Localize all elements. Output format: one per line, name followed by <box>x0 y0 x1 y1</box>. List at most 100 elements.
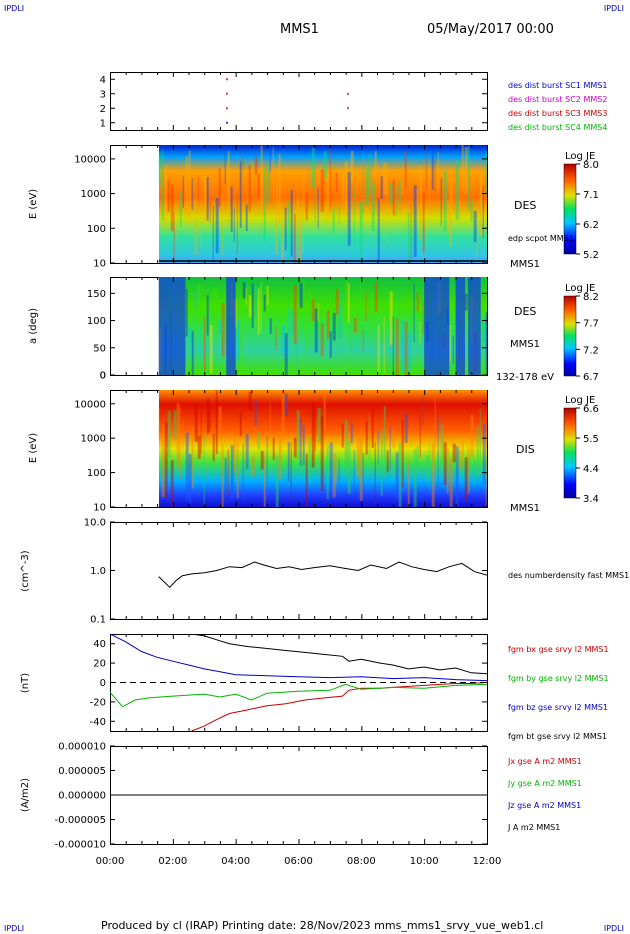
spectrogram-texture <box>407 213 410 263</box>
spectrogram-texture <box>263 168 266 242</box>
spectrogram-texture <box>437 416 439 490</box>
spectrogram-texture <box>227 449 229 497</box>
colorbar-tick-label: 4.4 <box>583 464 599 475</box>
corner-mark-bottom-right: IPDLI <box>603 924 624 933</box>
spectrogram-texture <box>326 445 329 500</box>
spectrogram-texture <box>413 185 417 257</box>
colorbar-tick-label: 6.7 <box>583 372 599 383</box>
spectrogram-texture <box>335 457 337 483</box>
colorbar-des-pitch-title: Log JE <box>565 283 595 294</box>
fgm-line <box>110 634 487 682</box>
spectrogram-texture <box>347 282 350 323</box>
spectrogram-texture <box>239 326 243 375</box>
spectrogram-texture <box>371 408 374 448</box>
spectrogram-texture <box>329 442 333 493</box>
spectrogram-texture <box>464 457 468 501</box>
spectrogram-texture <box>305 192 308 221</box>
dis-energy-spectrogram <box>159 390 487 507</box>
fgm-legend-entry: fgm by gse srvy l2 MMS1 <box>508 674 609 683</box>
spectrogram-texture <box>332 208 335 233</box>
spectrogram-texture <box>296 198 299 263</box>
spectrogram-texture <box>257 288 260 335</box>
spectrogram-texture <box>269 318 272 334</box>
spectrogram-texture <box>299 418 302 466</box>
y-tick-label: -0.000010 <box>55 840 106 851</box>
spectrogram-texture <box>251 456 255 477</box>
spectrogram-texture <box>419 166 422 240</box>
spectrogram-texture <box>335 289 339 315</box>
spectrogram-texture <box>281 209 284 263</box>
spectrogram-texture <box>431 151 434 190</box>
spectrogram-texture <box>344 161 348 217</box>
spectrogram-texture <box>458 198 460 221</box>
spectrogram-texture <box>227 151 230 228</box>
spectrogram-texture <box>233 208 235 242</box>
y-tick-label: 1000 <box>81 189 106 200</box>
spectrogram-texture <box>281 394 285 441</box>
spectrogram-texture <box>350 151 354 182</box>
spectrogram-texture <box>377 198 380 263</box>
spectrogram-texture <box>185 289 188 337</box>
spectrogram-texture <box>317 408 321 443</box>
spectrogram-texture <box>464 293 468 311</box>
spectrogram-texture <box>338 458 340 489</box>
spectrogram-texture <box>293 438 297 458</box>
colorbar-des-energy-title: Log JE <box>565 151 595 162</box>
spectrogram-texture <box>296 410 300 460</box>
spectrogram-texture <box>290 308 294 335</box>
spectrogram-texture <box>311 402 315 468</box>
spectrogram-texture <box>179 407 181 480</box>
density-line <box>158 561 487 589</box>
spectrogram-texture <box>191 330 194 375</box>
spectrogram-texture <box>347 440 351 494</box>
spectrogram-texture <box>194 198 197 255</box>
burst-marker <box>347 107 349 110</box>
spectrogram-texture <box>389 426 391 471</box>
y-tick-label: 1.0 <box>90 566 106 577</box>
spectrogram-texture <box>242 282 246 299</box>
spectrogram-texture <box>368 414 370 460</box>
spectrogram-texture <box>305 322 307 356</box>
spectrogram-texture <box>356 304 360 332</box>
time-tick-label: 12:00 <box>473 856 502 867</box>
spectrogram-texture <box>302 280 305 338</box>
spectrogram-texture <box>485 151 487 196</box>
spectrogram-texture <box>254 398 257 426</box>
spectrogram-texture <box>158 407 160 441</box>
spectrogram-texture <box>215 197 219 254</box>
spectrogram-texture <box>191 178 193 210</box>
y-tick-label: 10000 <box>74 154 106 165</box>
spectrogram-texture <box>341 292 343 309</box>
spectrogram-texture <box>380 306 383 341</box>
spectrogram-texture <box>179 192 182 227</box>
spectrogram-texture <box>251 283 254 329</box>
spectrogram-texture <box>359 283 361 338</box>
spectrogram-texture <box>182 419 184 450</box>
spectrogram-texture <box>197 283 201 324</box>
spectrogram-texture <box>482 185 484 239</box>
spectrogram-texture <box>314 161 316 223</box>
spectrogram-texture <box>278 431 282 480</box>
spectrogram-texture <box>476 425 479 477</box>
spectrogram-texture <box>188 454 192 503</box>
y-tick-label: 20 <box>93 659 106 670</box>
spectrogram-texture <box>284 333 288 375</box>
colorbar-tick-label: 6.6 <box>583 404 599 415</box>
spectrogram-texture <box>377 325 380 372</box>
spectrogram-texture <box>383 316 385 375</box>
spectrogram-texture <box>380 176 383 200</box>
corner-mark-top-left: IPDLI <box>4 4 25 13</box>
pitch-low-flux-block <box>226 277 236 375</box>
spectrogram-texture <box>182 176 184 208</box>
spectrogram-texture <box>275 183 278 255</box>
spectrogram-texture <box>224 293 228 344</box>
spectrogram-texture <box>386 169 388 245</box>
current-legend-entry: Jy gse A m2 MMS1 <box>507 779 582 788</box>
spectrogram-texture <box>341 423 344 448</box>
pitch-low-flux-block <box>455 277 466 375</box>
spectrogram-texture <box>368 315 370 337</box>
y-tick-label: 100 <box>87 468 106 479</box>
spectrogram-texture <box>293 213 296 263</box>
corner-mark-bottom-left: IPDLI <box>4 924 25 933</box>
spectrogram-texture <box>485 312 487 374</box>
